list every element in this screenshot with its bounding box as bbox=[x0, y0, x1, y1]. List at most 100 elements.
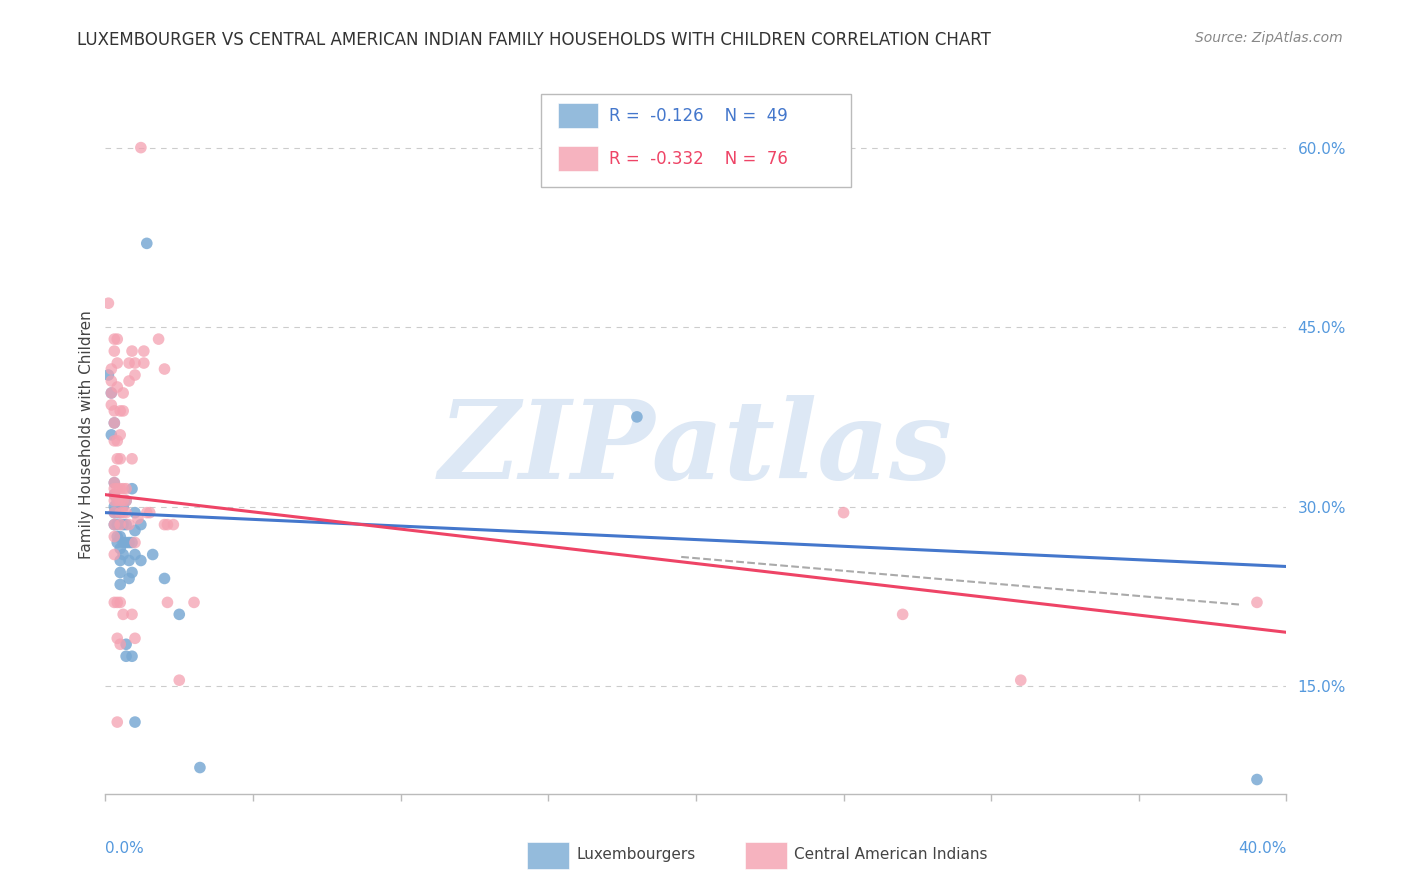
Point bbox=[103, 488, 125, 502]
Text: LUXEMBOURGER VS CENTRAL AMERICAN INDIAN FAMILY HOUSEHOLDS WITH CHILDREN CORRELAT: LUXEMBOURGER VS CENTRAL AMERICAN INDIAN … bbox=[77, 31, 991, 49]
Point bbox=[100, 398, 122, 412]
Point bbox=[115, 493, 138, 508]
Point bbox=[121, 566, 143, 580]
Point bbox=[121, 451, 143, 466]
Point bbox=[124, 715, 146, 730]
Point bbox=[115, 649, 138, 664]
Point bbox=[105, 434, 128, 448]
Point bbox=[103, 482, 125, 496]
Point bbox=[112, 506, 135, 520]
Point bbox=[148, 332, 170, 346]
Point bbox=[97, 296, 120, 310]
Text: R =  -0.126    N =  49: R = -0.126 N = 49 bbox=[609, 107, 787, 125]
Point bbox=[105, 493, 128, 508]
Text: 40.0%: 40.0% bbox=[1239, 840, 1286, 855]
Point bbox=[118, 356, 141, 370]
Point bbox=[118, 553, 141, 567]
Point bbox=[132, 356, 155, 370]
Point bbox=[110, 493, 132, 508]
Point bbox=[110, 451, 132, 466]
Point bbox=[124, 632, 146, 646]
Point bbox=[103, 500, 125, 514]
Point bbox=[103, 475, 125, 490]
Point bbox=[118, 535, 141, 549]
Point bbox=[124, 535, 146, 549]
Point bbox=[100, 386, 122, 401]
Point bbox=[169, 673, 191, 688]
Point bbox=[110, 637, 132, 651]
Point bbox=[129, 553, 152, 567]
Point bbox=[105, 482, 128, 496]
Text: R =  -0.332    N =  76: R = -0.332 N = 76 bbox=[609, 150, 787, 168]
Text: 0.0%: 0.0% bbox=[105, 840, 145, 855]
Point bbox=[105, 517, 128, 532]
Point bbox=[105, 356, 128, 370]
Point bbox=[110, 482, 132, 496]
Point bbox=[124, 356, 146, 370]
Point bbox=[1246, 772, 1268, 787]
Point bbox=[105, 380, 128, 394]
Point bbox=[110, 428, 132, 442]
Point bbox=[103, 416, 125, 430]
Point bbox=[118, 571, 141, 585]
Point bbox=[121, 607, 143, 622]
Point bbox=[103, 548, 125, 562]
Point bbox=[121, 344, 143, 359]
Point bbox=[97, 368, 120, 382]
Point bbox=[112, 535, 135, 549]
Point bbox=[103, 530, 125, 544]
Y-axis label: Family Households with Children: Family Households with Children bbox=[79, 310, 94, 559]
Point bbox=[121, 649, 143, 664]
Point bbox=[105, 530, 128, 544]
Point bbox=[183, 595, 205, 609]
Point bbox=[112, 482, 135, 496]
Text: Source: ZipAtlas.com: Source: ZipAtlas.com bbox=[1195, 31, 1343, 45]
Point bbox=[153, 571, 176, 585]
Point bbox=[188, 760, 211, 774]
Point bbox=[100, 374, 122, 388]
Point bbox=[112, 517, 135, 532]
Point bbox=[153, 362, 176, 376]
Point bbox=[110, 530, 132, 544]
Point bbox=[112, 500, 135, 514]
Point bbox=[103, 332, 125, 346]
Point bbox=[124, 524, 146, 538]
Point bbox=[103, 404, 125, 418]
Point bbox=[103, 434, 125, 448]
Point bbox=[156, 517, 179, 532]
Point bbox=[115, 493, 138, 508]
Point bbox=[112, 607, 135, 622]
Point bbox=[118, 517, 141, 532]
Text: ZIPatlas: ZIPatlas bbox=[439, 395, 953, 503]
Point bbox=[105, 451, 128, 466]
Point bbox=[153, 517, 176, 532]
Point bbox=[100, 362, 122, 376]
Point bbox=[132, 344, 155, 359]
Point bbox=[115, 482, 138, 496]
Point bbox=[103, 488, 125, 502]
Point bbox=[112, 386, 135, 401]
Point bbox=[832, 506, 855, 520]
Point bbox=[112, 493, 135, 508]
Point bbox=[100, 386, 122, 401]
Point bbox=[124, 368, 146, 382]
Point bbox=[103, 344, 125, 359]
Point bbox=[110, 517, 132, 532]
Point bbox=[105, 332, 128, 346]
Point bbox=[112, 404, 135, 418]
Point bbox=[110, 577, 132, 591]
Point bbox=[129, 517, 152, 532]
Point bbox=[103, 595, 125, 609]
Point bbox=[1246, 595, 1268, 609]
Point bbox=[110, 541, 132, 556]
Point bbox=[110, 566, 132, 580]
Point bbox=[103, 416, 125, 430]
Point bbox=[135, 236, 157, 251]
Point bbox=[110, 506, 132, 520]
Point bbox=[110, 595, 132, 609]
Point bbox=[135, 506, 157, 520]
Point bbox=[100, 428, 122, 442]
Point bbox=[156, 595, 179, 609]
Point bbox=[118, 374, 141, 388]
Point bbox=[112, 548, 135, 562]
